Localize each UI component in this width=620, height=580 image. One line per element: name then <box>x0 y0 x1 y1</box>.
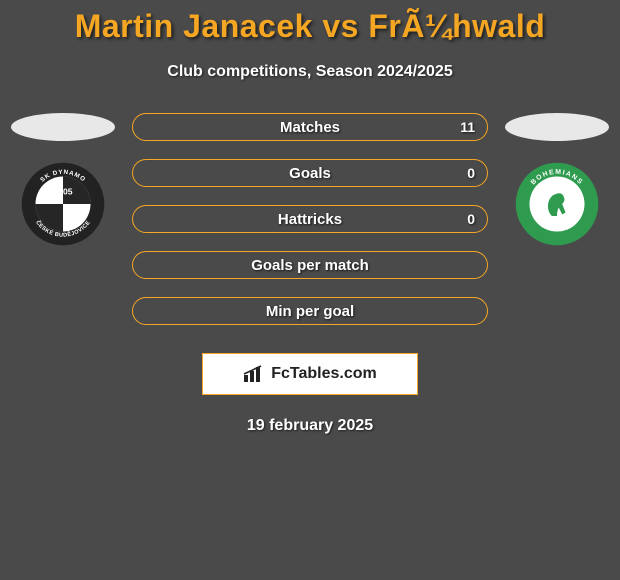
stat-value-right: 11 <box>460 119 475 135</box>
player-left-col: 1905 SK DYNAMO ČESKÉ BUDĚJOVICE <box>8 113 118 247</box>
player-left-oval <box>11 113 115 141</box>
stat-value-right: 0 <box>467 211 475 227</box>
date-line: 19 february 2025 <box>0 417 620 435</box>
club-crest-left: 1905 SK DYNAMO ČESKÉ BUDĚJOVICE <box>20 161 106 247</box>
stat-label: Matches <box>280 119 340 136</box>
brand-box[interactable]: FcTables.com <box>202 353 418 395</box>
stat-row-min-per-goal: Min per goal <box>132 297 488 325</box>
widget-root: Martin Janacek vs FrÃ¼hwald Club competi… <box>0 0 620 435</box>
crest-year: 1905 <box>53 187 72 197</box>
comparison-row: 1905 SK DYNAMO ČESKÉ BUDĚJOVICE Matches … <box>0 113 620 325</box>
stat-row-hattricks: Hattricks 0 <box>132 205 488 233</box>
player-right-oval <box>505 113 609 141</box>
page-title: Martin Janacek vs FrÃ¼hwald <box>0 8 620 45</box>
bars-icon <box>243 365 265 383</box>
stat-row-matches: Matches 11 <box>132 113 488 141</box>
stat-row-goals-per-match: Goals per match <box>132 251 488 279</box>
stat-label: Goals <box>289 165 331 182</box>
subtitle: Club competitions, Season 2024/2025 <box>0 63 620 81</box>
stat-label: Min per goal <box>266 303 354 320</box>
stats-column: Matches 11 Goals 0 Hattricks 0 Goals per… <box>118 113 502 325</box>
stat-label: Goals per match <box>251 257 369 274</box>
player-right-col: BOHEMIANS PRAHA <box>502 113 612 247</box>
brand-text: FcTables.com <box>271 365 377 383</box>
stat-value-right: 0 <box>467 165 475 181</box>
club-crest-right: BOHEMIANS PRAHA <box>514 161 600 247</box>
stat-label: Hattricks <box>278 211 342 228</box>
stat-row-goals: Goals 0 <box>132 159 488 187</box>
